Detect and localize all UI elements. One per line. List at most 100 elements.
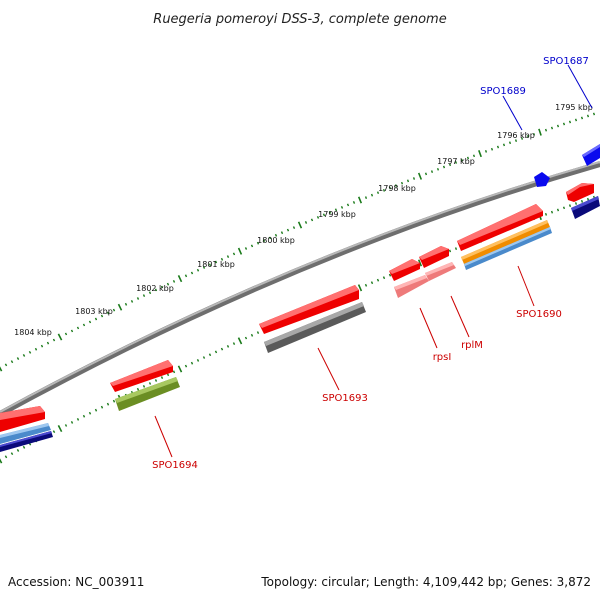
inner-tick-mark (16, 449, 20, 452)
leader-spo1689 (502, 95, 523, 131)
leader-spo1690 (517, 265, 535, 307)
gene-spo1694-cog[interactable] (115, 377, 180, 411)
tick-label-1804: 1804 kbp (14, 328, 52, 337)
outer-tick-mark (250, 244, 254, 248)
inner-tick-mark (250, 333, 254, 337)
gene-label-spo1693[interactable]: SPO1693 (322, 393, 368, 404)
outer-tick-mark (202, 266, 206, 269)
inner-tick-mark (448, 249, 452, 253)
outer-tick-mark (64, 332, 68, 336)
inner-tick-mark (0, 458, 3, 464)
outer-tick-mark (400, 181, 404, 185)
tick-label-1797: 1797 kbp (437, 157, 475, 166)
outer-tick-mark (340, 206, 344, 209)
inner-tick-mark (196, 359, 200, 362)
genome-summary-text: Topology: circular; Length: 4,109,442 bp… (260, 575, 591, 589)
gene-spo1690-cog[interactable] (571, 196, 600, 219)
inner-tick-mark (57, 425, 63, 433)
inner-tick-mark (232, 342, 236, 345)
gene-spo1690[interactable] (566, 183, 594, 202)
gene-rplm[interactable] (419, 246, 449, 268)
inner-tick-mark (568, 204, 572, 208)
inner-tick-mark (64, 424, 68, 427)
inner-tick-mark (142, 384, 146, 388)
outer-tick-mark (57, 333, 63, 341)
outer-tick-mark (184, 274, 188, 278)
outer-tick-mark (592, 112, 596, 116)
outer-tick-mark (346, 203, 350, 207)
outer-tick-mark (106, 311, 110, 315)
inner-tick-mark (136, 387, 140, 391)
outer-tick-mark (256, 241, 260, 245)
inner-tick-mark (214, 350, 218, 354)
outer-tick-mark (117, 303, 123, 311)
gene-spo1693[interactable] (259, 285, 359, 334)
outer-tick-mark (292, 226, 296, 229)
inner-tick-mark (382, 276, 386, 280)
outer-tick-mark (550, 126, 554, 130)
gene-label-spo1689[interactable]: SPO1689 (480, 86, 526, 97)
outer-tick-mark (262, 239, 266, 242)
outer-tick-mark (490, 147, 494, 151)
outer-tick-mark (34, 347, 38, 351)
outer-tick-mark (412, 177, 416, 180)
gene-spo1694[interactable] (110, 360, 173, 392)
leader-rplm (450, 295, 470, 338)
gene-steel-feature[interactable] (464, 227, 552, 270)
outer-tick-mark (166, 282, 170, 286)
outer-tick-mark (142, 294, 146, 297)
inner-tick-mark (100, 405, 104, 409)
outer-tick-mark (10, 360, 14, 364)
outer-tick-mark (580, 116, 584, 120)
gene-label-rplm[interactable]: rplM (461, 340, 483, 351)
tick-label-1801: 1801 kbp (197, 260, 235, 269)
gene-orange-feature[interactable] (461, 220, 550, 264)
outer-tick-mark (297, 221, 303, 229)
outer-tick-mark (520, 137, 524, 140)
gene-spo1687[interactable] (582, 144, 600, 166)
outer-tick-mark (172, 280, 176, 283)
outer-tick-mark (556, 124, 560, 128)
gene-rpsi[interactable] (389, 259, 420, 281)
map-title: Ruegeria pomeroyi DSS-3, complete genome (153, 12, 446, 27)
gene-rplm-cog[interactable] (425, 262, 456, 281)
tick-label-1798: 1798 kbp (378, 184, 416, 193)
outer-tick-mark (46, 341, 50, 345)
outer-tick-mark (160, 285, 164, 289)
outer-tick-mark (322, 213, 326, 217)
gene-label-rpsi[interactable]: rpsI (433, 352, 452, 363)
tick-label-1799: 1799 kbp (318, 210, 356, 219)
inner-tick-mark (154, 379, 158, 382)
outer-tick-mark (376, 191, 380, 195)
gene-spo1693-cog[interactable] (264, 302, 366, 353)
inner-tick-mark (10, 452, 14, 456)
gene-label-spo1690[interactable]: SPO1690 (516, 309, 562, 320)
leader-rpsi (419, 307, 438, 349)
accession-text: Accession: NC_003911 (8, 575, 144, 589)
inner-tick-mark (208, 353, 212, 357)
inner-tick-mark (544, 212, 548, 216)
inner-tick-mark (237, 337, 243, 345)
gene-label-spo1694[interactable]: SPO1694 (152, 460, 198, 471)
gene-label-spo1687[interactable]: SPO1687 (543, 56, 589, 67)
outer-tick-mark (22, 354, 26, 357)
outer-tick-mark (28, 350, 32, 354)
outer-tick-mark (232, 252, 236, 256)
outer-tick-mark (280, 231, 284, 235)
inner-tick-mark (454, 247, 458, 250)
gene-rpsi-cog[interactable] (394, 275, 429, 298)
gene-left-edge-steel[interactable] (0, 423, 51, 444)
gene-left-edge-navy[interactable] (0, 431, 53, 452)
inner-tick-mark (574, 202, 578, 205)
outer-tick-mark (514, 139, 518, 142)
gene-rplm-region[interactable] (457, 204, 543, 251)
gene-spo1689[interactable] (534, 172, 550, 187)
outer-tick-mark (328, 210, 332, 214)
outer-tick-mark (196, 268, 200, 272)
inner-tick-mark (177, 365, 183, 373)
inner-tick-mark (202, 356, 206, 359)
gene-left-edge[interactable] (0, 406, 45, 432)
outer-tick-mark (508, 141, 512, 145)
outer-tick-mark (478, 150, 482, 158)
